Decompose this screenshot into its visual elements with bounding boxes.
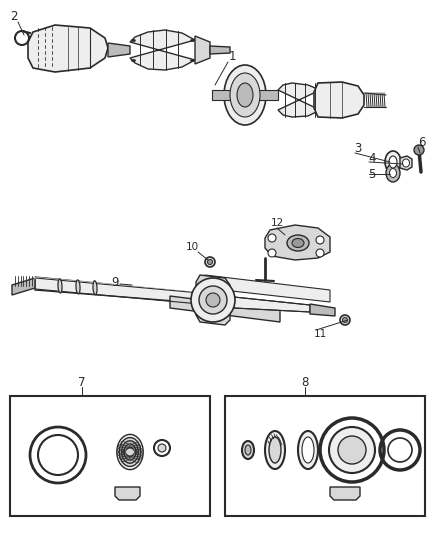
Circle shape <box>316 236 324 244</box>
Text: 6: 6 <box>418 135 426 149</box>
Polygon shape <box>12 278 35 295</box>
Polygon shape <box>314 82 364 118</box>
Polygon shape <box>115 487 140 500</box>
Polygon shape <box>310 304 335 316</box>
Polygon shape <box>108 43 130 57</box>
Ellipse shape <box>389 168 396 177</box>
Circle shape <box>329 427 375 473</box>
Text: 3: 3 <box>354 141 362 155</box>
Text: 11: 11 <box>313 329 327 339</box>
Text: 5: 5 <box>368 168 376 182</box>
Text: 8: 8 <box>301 376 309 389</box>
Polygon shape <box>234 297 310 312</box>
Ellipse shape <box>302 437 314 463</box>
Circle shape <box>206 293 220 307</box>
Ellipse shape <box>58 279 62 293</box>
Text: 2: 2 <box>10 11 18 23</box>
Ellipse shape <box>124 444 136 460</box>
Text: 4: 4 <box>368 151 376 165</box>
Ellipse shape <box>265 431 285 469</box>
Text: 7: 7 <box>78 376 86 389</box>
Ellipse shape <box>385 151 401 173</box>
Polygon shape <box>400 156 412 170</box>
Ellipse shape <box>224 65 266 125</box>
Circle shape <box>199 286 227 314</box>
Text: 1: 1 <box>228 51 236 63</box>
Ellipse shape <box>298 431 318 469</box>
Circle shape <box>414 145 424 155</box>
Ellipse shape <box>292 238 304 247</box>
Circle shape <box>316 249 324 257</box>
Ellipse shape <box>117 434 143 470</box>
Polygon shape <box>210 46 230 54</box>
Circle shape <box>343 318 347 322</box>
Ellipse shape <box>389 156 397 168</box>
Ellipse shape <box>230 73 260 117</box>
Circle shape <box>208 260 212 264</box>
Polygon shape <box>330 487 360 500</box>
Circle shape <box>191 278 235 322</box>
Polygon shape <box>170 296 280 322</box>
Polygon shape <box>28 25 108 72</box>
Ellipse shape <box>76 280 80 294</box>
Polygon shape <box>35 277 200 303</box>
Polygon shape <box>195 36 210 64</box>
Text: 10: 10 <box>185 242 198 252</box>
Ellipse shape <box>122 441 138 463</box>
Ellipse shape <box>119 438 141 466</box>
Ellipse shape <box>403 159 410 167</box>
Circle shape <box>340 315 350 325</box>
Polygon shape <box>205 275 330 302</box>
Circle shape <box>338 436 366 464</box>
Ellipse shape <box>287 235 309 251</box>
Ellipse shape <box>93 281 97 295</box>
Circle shape <box>205 257 215 267</box>
Bar <box>225 396 425 516</box>
Polygon shape <box>212 90 278 100</box>
Polygon shape <box>130 30 195 70</box>
Polygon shape <box>265 225 330 260</box>
Ellipse shape <box>242 441 254 459</box>
Ellipse shape <box>237 83 253 107</box>
Circle shape <box>268 234 276 242</box>
Polygon shape <box>278 83 320 117</box>
Ellipse shape <box>269 437 281 463</box>
Ellipse shape <box>245 445 251 455</box>
Bar <box>10 396 210 516</box>
Text: 12: 12 <box>270 218 284 228</box>
Circle shape <box>158 444 166 452</box>
Text: 9: 9 <box>111 277 119 289</box>
Polygon shape <box>196 275 230 325</box>
Circle shape <box>268 249 276 257</box>
Ellipse shape <box>386 164 400 182</box>
